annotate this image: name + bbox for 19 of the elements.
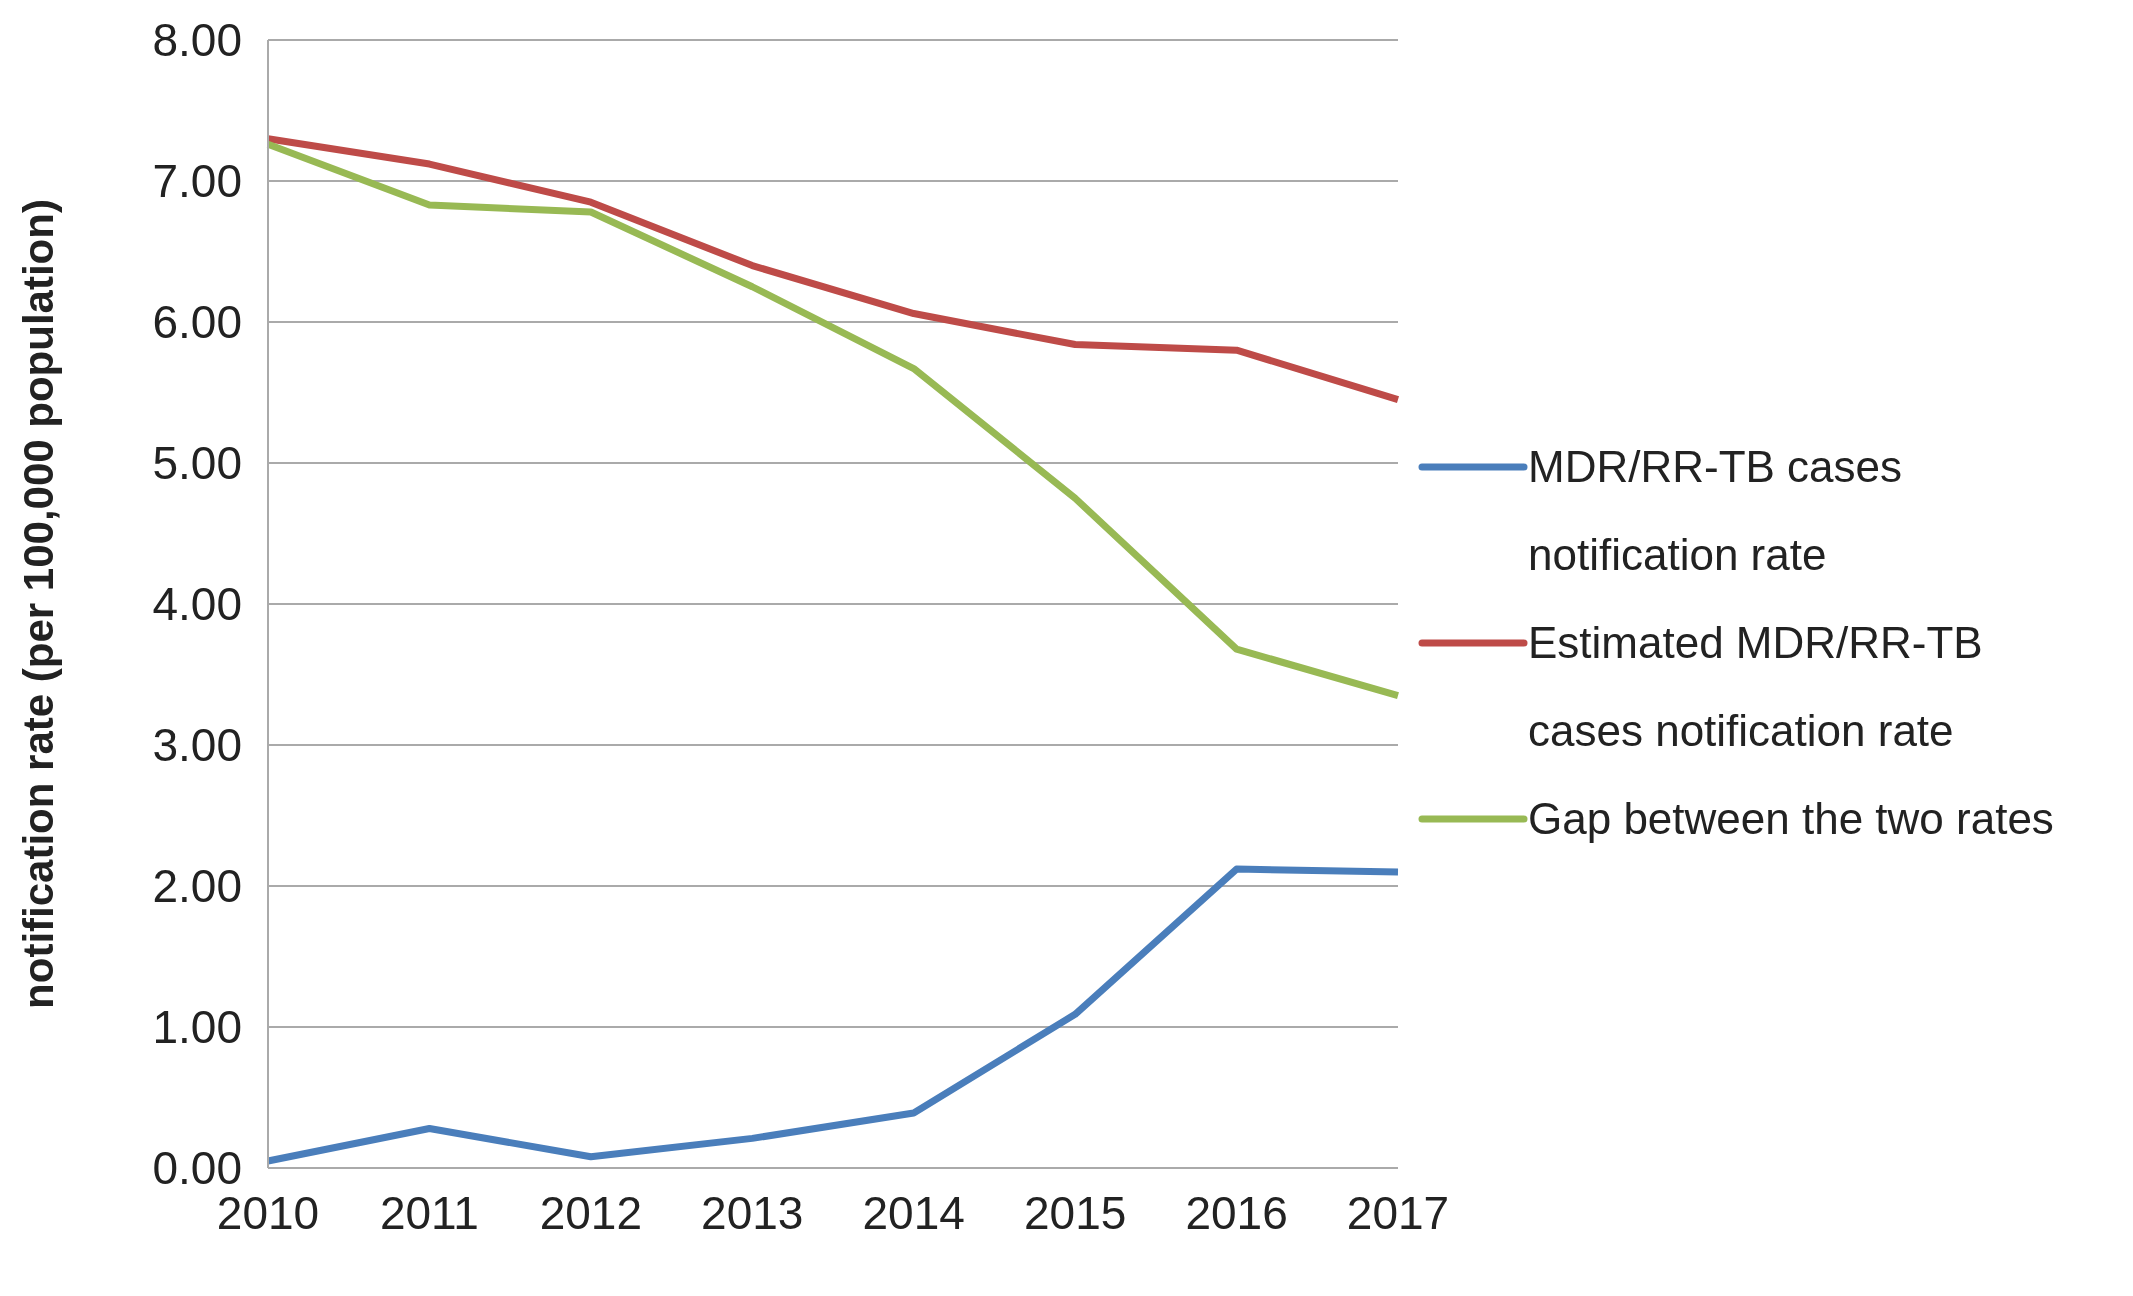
x-tick-label: 2015 <box>1023 1186 1127 1239</box>
x-tick-label: 2014 <box>862 1186 965 1239</box>
x-tick-label: 2011 <box>379 1186 479 1239</box>
y-tick-label: 2.00 <box>152 860 242 913</box>
y-tick-label: 3.00 <box>152 719 242 772</box>
y-tick-label: 4.00 <box>152 578 242 631</box>
legend-label: Gap between the two rates <box>1528 793 2054 845</box>
y-tick-label: 1.00 <box>152 1001 242 1054</box>
y-tick-label: 6.00 <box>152 296 242 349</box>
y-tick-label: 8.00 <box>152 14 242 67</box>
legend-label: MDR/RR-TB cases notification rate <box>1528 441 1904 581</box>
legend-label: Estimated MDR/RR-TB cases notification rate <box>1528 617 1984 757</box>
y-tick-label: 7.00 <box>152 155 242 208</box>
x-tick-label: 2012 <box>539 1186 643 1239</box>
x-tick-label: 2016 <box>1185 1186 1288 1239</box>
y-tick-label: 5.00 <box>152 437 242 490</box>
x-tick-label: 2013 <box>701 1186 804 1239</box>
x-tick-label: 2017 <box>1346 1186 1450 1239</box>
y-axis-title: notification rate (per 100,000 population) <box>14 199 62 1009</box>
